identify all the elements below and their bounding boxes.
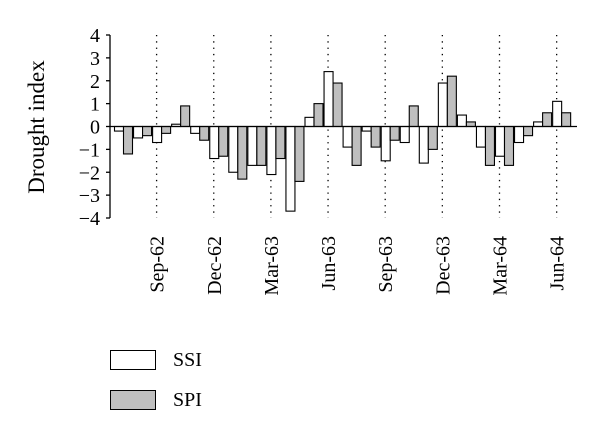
bar-ssi-17 [437, 82, 448, 128]
bar-ssi-2 [152, 125, 163, 144]
bar-spi-14 [389, 125, 400, 141]
legend-label-spi: SPI [173, 388, 202, 411]
bar-spi-22 [542, 112, 553, 128]
bar-ssi-7 [247, 125, 258, 166]
y-tick-label: 4 [90, 25, 100, 47]
bar-spi-19 [484, 125, 496, 166]
bar-spi-8 [275, 125, 286, 160]
bar-spi-2 [161, 125, 172, 134]
bar-ssi-21 [513, 125, 525, 144]
y-tick-label: −1 [79, 139, 100, 161]
bar-spi-0 [122, 125, 134, 155]
legend-swatch-ssi [110, 350, 156, 370]
y-tick-label: 3 [90, 48, 100, 70]
y-tick-label: 0 [90, 117, 100, 139]
axes [109, 35, 577, 218]
vertical-gridlines [155, 35, 558, 218]
bar-spi-18 [465, 121, 476, 128]
bars [113, 71, 572, 212]
bar-ssi-12 [342, 125, 353, 148]
x-tick-label-dec-63: Dec-63 [432, 236, 454, 295]
bar-ssi-5 [209, 125, 220, 160]
y-tick-label: 2 [90, 71, 100, 93]
bar-ssi-10 [304, 116, 315, 128]
y-tick-label: 1 [90, 94, 100, 116]
bar-spi-20 [503, 125, 515, 166]
bar-ssi-0 [113, 125, 125, 132]
x-tick-label-mar-64: Mar-64 [490, 236, 512, 296]
bar-spi-21 [522, 125, 534, 137]
bar-spi-9 [294, 125, 305, 182]
bar-ssi-11 [323, 71, 334, 128]
bar-ssi-18 [456, 114, 467, 128]
bar-ssi-4 [190, 125, 201, 134]
legend-item-spi: SPI [110, 380, 202, 420]
x-tick-labels: Sep-62 Dec-62 Mar-63 Jun-63 Sep-63 Dec-63 Mar-… [147, 236, 569, 296]
bar-ssi-14 [380, 125, 391, 162]
bar-spi-23 [561, 112, 572, 128]
bar-spi-16 [427, 125, 438, 150]
bar-ssi-19 [475, 125, 487, 148]
bar-spi-5 [218, 125, 229, 157]
legend-swatch-spi [110, 390, 156, 410]
bar-spi-11 [332, 82, 343, 128]
x-tick-label-dec-62: Dec-62 [204, 236, 226, 295]
bar-ssi-6 [228, 125, 239, 173]
bar-spi-17 [446, 75, 457, 128]
x-tick-label-jun-63: Jun-63 [318, 236, 340, 290]
bar-spi-10 [313, 103, 324, 128]
x-tick-label-sep-63: Sep-63 [375, 236, 397, 293]
x-tick-label-mar-63: Mar-63 [261, 236, 283, 296]
bar-spi-1 [142, 125, 153, 137]
y-tick-label: −4 [79, 208, 100, 230]
x-tick-label-sep-62: Sep-62 [147, 236, 169, 293]
bar-ssi-22 [533, 121, 544, 128]
bar-ssi-16 [418, 125, 429, 164]
bar-spi-12 [351, 125, 362, 166]
bar-spi-4 [199, 125, 210, 141]
bar-spi-6 [237, 125, 248, 180]
bar-ssi-23 [552, 100, 563, 128]
bar-ssi-8 [266, 125, 277, 176]
y-tick-label: −2 [79, 162, 100, 184]
bar-spi-13 [370, 125, 381, 148]
bar-spi-3 [180, 105, 191, 128]
legend-label-ssi: SSI [173, 348, 202, 371]
bar-spi-7 [256, 125, 267, 166]
bar-ssi-20 [494, 125, 506, 157]
legend-item-ssi: SSI [110, 340, 202, 380]
y-axis-title: Drought index [24, 60, 49, 194]
bar-ssi-15 [399, 125, 410, 144]
bar-spi-15 [408, 105, 419, 128]
bar-ssi-1 [133, 125, 144, 139]
bar-ssi-9 [285, 125, 296, 212]
bar-ssi-13 [361, 125, 372, 132]
legend: SSI SPI [110, 340, 202, 420]
y-tick-label: −3 [79, 185, 100, 207]
x-tick-label-jun-64: Jun-64 [547, 236, 569, 290]
